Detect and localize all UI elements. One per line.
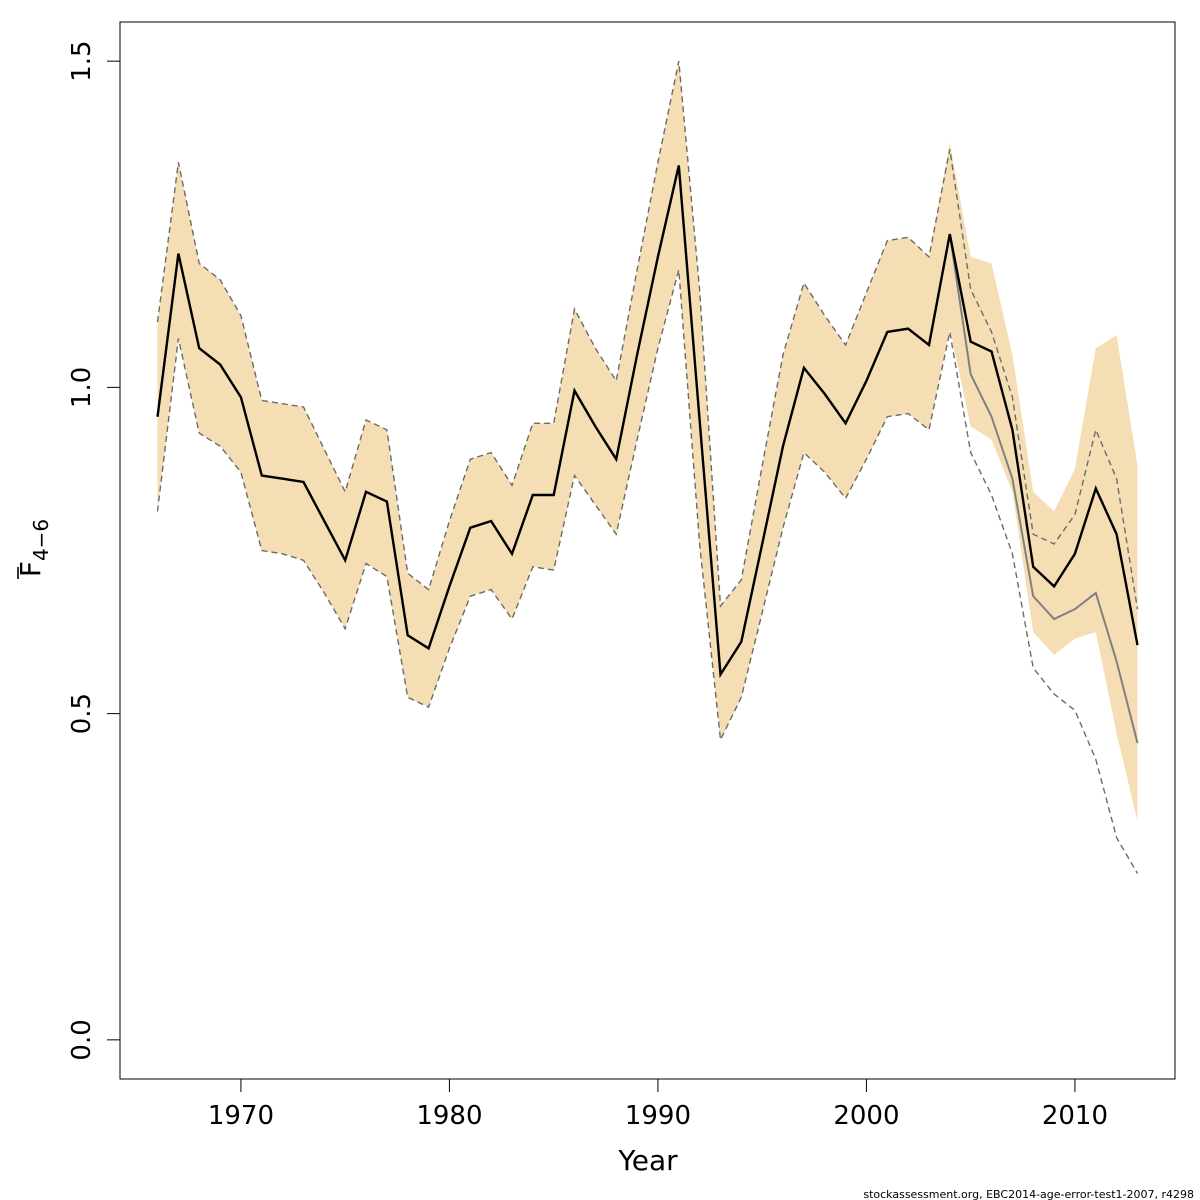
y-tick-label-0.5: 0.5 bbox=[67, 693, 97, 734]
x-tick-label-2010: 2010 bbox=[1042, 1101, 1108, 1131]
retro-estimate-line bbox=[156, 165, 1139, 679]
plot-area bbox=[156, 60, 1139, 874]
upper-bound-dashed-line bbox=[156, 60, 1139, 610]
x-tick-label-2000: 2000 bbox=[833, 1101, 899, 1131]
x-tick-label-1970: 1970 bbox=[208, 1101, 274, 1131]
x-axis: 1970 1980 1990 2000 2010 bbox=[208, 1078, 1108, 1131]
x-axis-title: Year bbox=[617, 1144, 678, 1177]
lower-bound-dashed-line bbox=[156, 269, 1139, 874]
y-axis-title-main: F bbox=[14, 561, 47, 577]
y-tick-label-1.5: 1.5 bbox=[67, 40, 97, 81]
y-tick-label-0.0: 0.0 bbox=[67, 1019, 97, 1060]
x-tick-label-1980: 1980 bbox=[416, 1101, 482, 1131]
y-axis: 0.0 0.5 1.0 1.5 bbox=[67, 40, 121, 1061]
svg-text:F4−6: F4−6 bbox=[14, 519, 53, 577]
y-axis-title: F4−6 bbox=[14, 519, 53, 579]
y-axis-title-subscript: 4−6 bbox=[29, 519, 53, 561]
y-tick-label-1.0: 1.0 bbox=[67, 367, 97, 408]
x-tick-label-1990: 1990 bbox=[625, 1101, 691, 1131]
confidence-band bbox=[157, 61, 1138, 822]
footer-credit: stockassessment.org, EBC2014-age-error-t… bbox=[863, 1188, 1194, 1200]
